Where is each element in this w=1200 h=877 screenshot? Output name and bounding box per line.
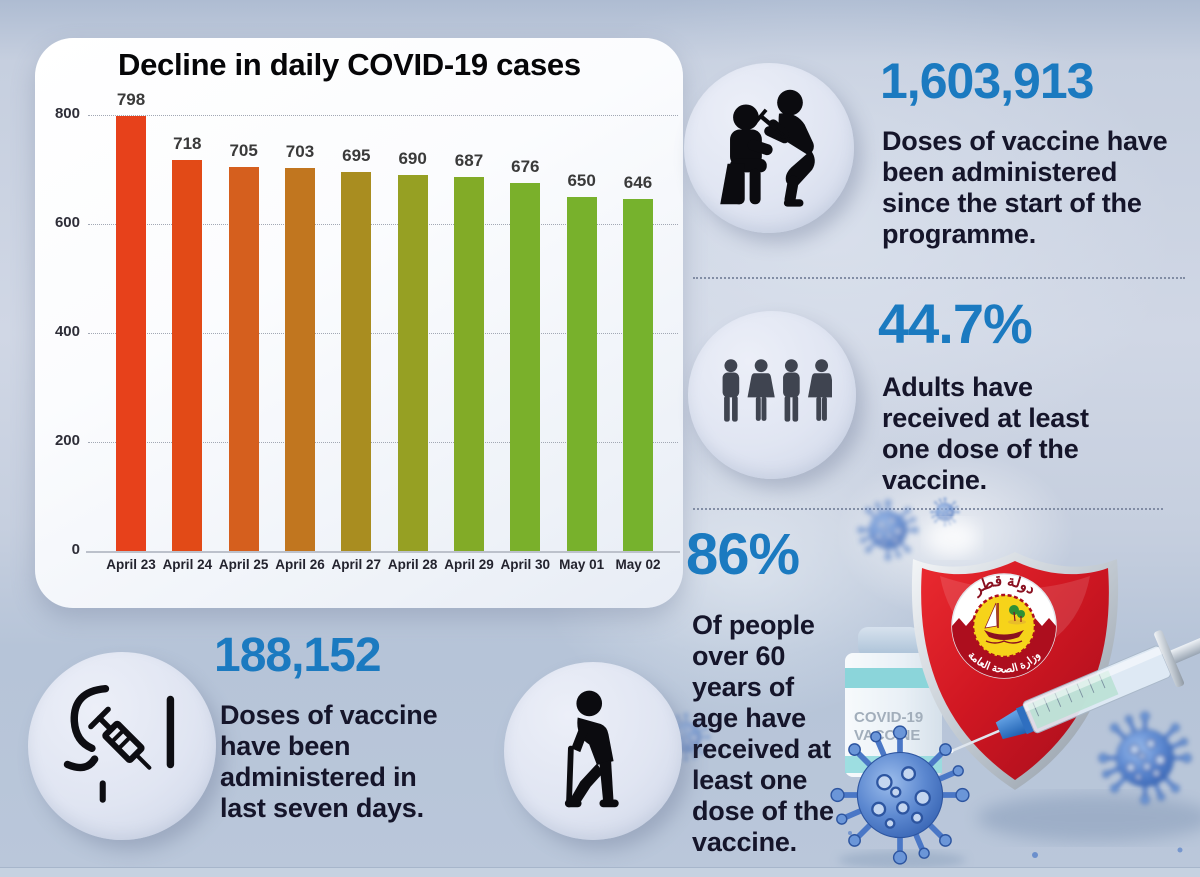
chart-title: Decline in daily COVID-19 cases bbox=[118, 47, 581, 82]
virus-dot bbox=[1032, 852, 1038, 858]
total-doses-icon-circle bbox=[684, 63, 854, 233]
ground-shadow bbox=[977, 794, 1200, 842]
bottom-strip bbox=[0, 867, 1200, 877]
separator-line bbox=[693, 508, 1163, 510]
elderly-icon-circle bbox=[504, 662, 682, 840]
total-doses-value: 1,603,913 bbox=[880, 53, 1094, 109]
over60-pct-description: Of people over 60 years of age have rece… bbox=[692, 610, 834, 857]
separator-line bbox=[693, 277, 1185, 279]
virus-icon bbox=[856, 498, 920, 562]
elderly-person-icon bbox=[564, 690, 619, 808]
adults-group-icon bbox=[722, 359, 833, 422]
vial-label-line2: VACCINE bbox=[854, 727, 920, 744]
arm-injection-icon bbox=[64, 685, 175, 804]
decoration-cluster: COVID-19 VACCINE bbox=[660, 496, 1200, 869]
total-doses-description: Doses of vaccine have been administered … bbox=[882, 126, 1168, 249]
week-doses-description: Doses of vaccine have been administered … bbox=[220, 700, 438, 823]
vial-label-line1: COVID-19 bbox=[854, 709, 923, 726]
chart-panel bbox=[35, 38, 683, 608]
adults-icon-circle bbox=[688, 311, 856, 479]
adults-pct-description: Adults have received at least one dose o… bbox=[882, 372, 1089, 495]
syringe-icon bbox=[949, 624, 1200, 754]
virus-icon bbox=[1097, 710, 1193, 806]
light-glow bbox=[926, 520, 978, 556]
qatar-emblem: دولة قطر وزارة الصحة العامة bbox=[951, 573, 1057, 679]
virus-dot bbox=[848, 831, 852, 835]
over60-pct-value: 86% bbox=[686, 522, 800, 587]
virus-icon bbox=[831, 726, 969, 864]
health-ministry-shield-icon: دولة قطر وزارة الصحة العامة bbox=[911, 552, 1119, 790]
week-doses-icon-circle bbox=[28, 652, 216, 840]
vaccination-icon bbox=[720, 89, 815, 207]
week-doses-value: 188,152 bbox=[214, 629, 382, 682]
adults-pct-value: 44.7% bbox=[878, 292, 1033, 355]
virus-dot bbox=[1177, 847, 1183, 853]
